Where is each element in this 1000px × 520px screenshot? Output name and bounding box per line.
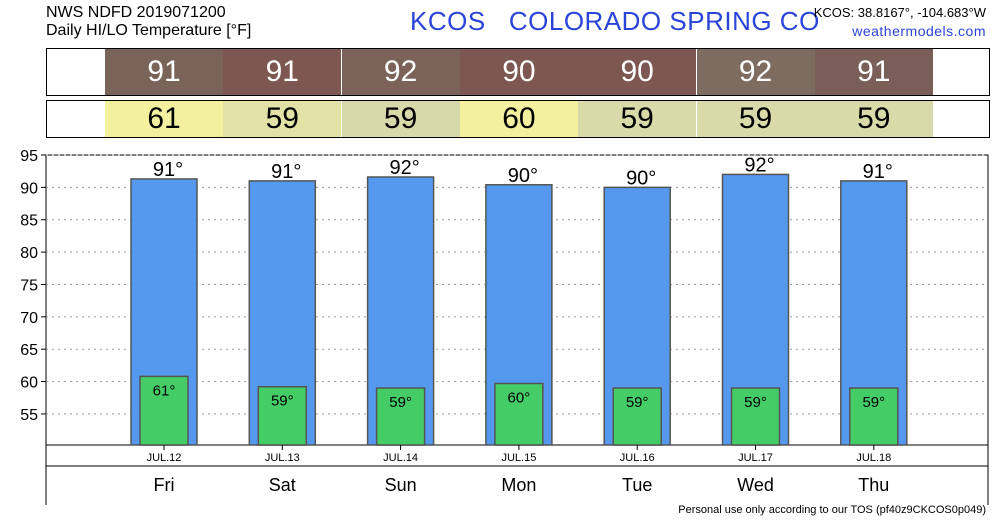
y-tick-label: 60 [20, 375, 38, 392]
day-label: Mon [501, 475, 536, 495]
day-label: Wed [737, 475, 774, 495]
low-temp-cell: 59 [341, 101, 460, 137]
site-link[interactable]: weathermodels.com [852, 23, 986, 39]
low-bar-label: 59° [862, 394, 885, 411]
header-right: KCOS: 38.8167°, -104.683°W weathermodels… [814, 4, 986, 40]
low-temp-cell: 59 [814, 101, 933, 137]
high-bar-label: 91° [271, 161, 301, 183]
low-temp-cell: 61 [105, 101, 223, 137]
low-bar-label: 59° [271, 393, 294, 410]
date-label: JUL.16 [620, 452, 655, 464]
date-label: JUL.14 [383, 452, 418, 464]
low-temp-cell: 59 [696, 101, 815, 137]
date-label: JUL.15 [501, 452, 536, 464]
station-coords: KCOS: 38.8167°, -104.683°W [813, 5, 986, 20]
y-tick-label: 85 [20, 213, 38, 230]
date-label: JUL.18 [856, 452, 891, 464]
day-label: Thu [858, 475, 889, 495]
station-title: KCOS COLORADO SPRING CO [410, 6, 820, 36]
footer-note: Personal use only according to our TOS (… [678, 504, 986, 516]
variable-label: Daily HI/LO Temperature [°F] [46, 22, 252, 39]
high-temp-cell: 92 [341, 49, 460, 95]
y-tick-label: 55 [20, 407, 38, 424]
y-tick-label: 90 [20, 180, 38, 197]
low-bar [139, 375, 189, 446]
high-bar-label: 90° [508, 165, 538, 187]
high-temp-cell: 91 [105, 49, 223, 95]
low-temp-cell: 60 [459, 101, 578, 137]
day-label: Sun [385, 475, 417, 495]
low-bar-label: 60° [508, 390, 531, 407]
date-label: JUL.17 [738, 452, 773, 464]
y-tick-label: 95 [20, 148, 38, 165]
low-temp-cell: 59 [578, 101, 697, 137]
high-bar-label: 90° [626, 167, 656, 189]
low-bar [257, 385, 308, 446]
y-tick-label: 80 [20, 245, 38, 262]
high-temp-strip: 91 91 92 90 90 92 91 [46, 48, 990, 96]
y-tick-label: 70 [20, 310, 38, 327]
low-bar-label: 59° [744, 394, 767, 411]
low-temp-cell: 59 [223, 101, 342, 137]
high-bar-label: 92° [744, 154, 774, 176]
high-temp-cell: 92 [696, 49, 815, 95]
high-temp-cell: 90 [578, 49, 697, 95]
low-bar-label: 59° [626, 394, 649, 411]
model-run-label: NWS NDFD 2019071200 [46, 4, 226, 21]
y-tick-label: 65 [20, 342, 38, 359]
high-temp-cell: 91 [814, 49, 933, 95]
y-tick-label: 75 [20, 277, 38, 294]
high-temp-cell: 91 [223, 49, 342, 95]
low-bar-label: 61° [153, 382, 176, 399]
high-bar-label: 91° [153, 159, 183, 181]
date-label: JUL.12 [147, 452, 182, 464]
high-temp-cell: 90 [459, 49, 578, 95]
day-label: Fri [154, 475, 175, 495]
low-bar-label: 59° [389, 394, 412, 411]
header-info: NWS NDFD 2019071200 Daily HI/LO Temperat… [46, 4, 251, 40]
high-bar-label: 91° [863, 161, 893, 183]
day-label: Sat [269, 475, 296, 495]
date-label: JUL.13 [265, 452, 300, 464]
low-temp-strip: 61 59 59 60 59 59 59 [46, 100, 990, 138]
high-bar-label: 92° [389, 157, 419, 179]
day-label: Tue [622, 475, 652, 495]
